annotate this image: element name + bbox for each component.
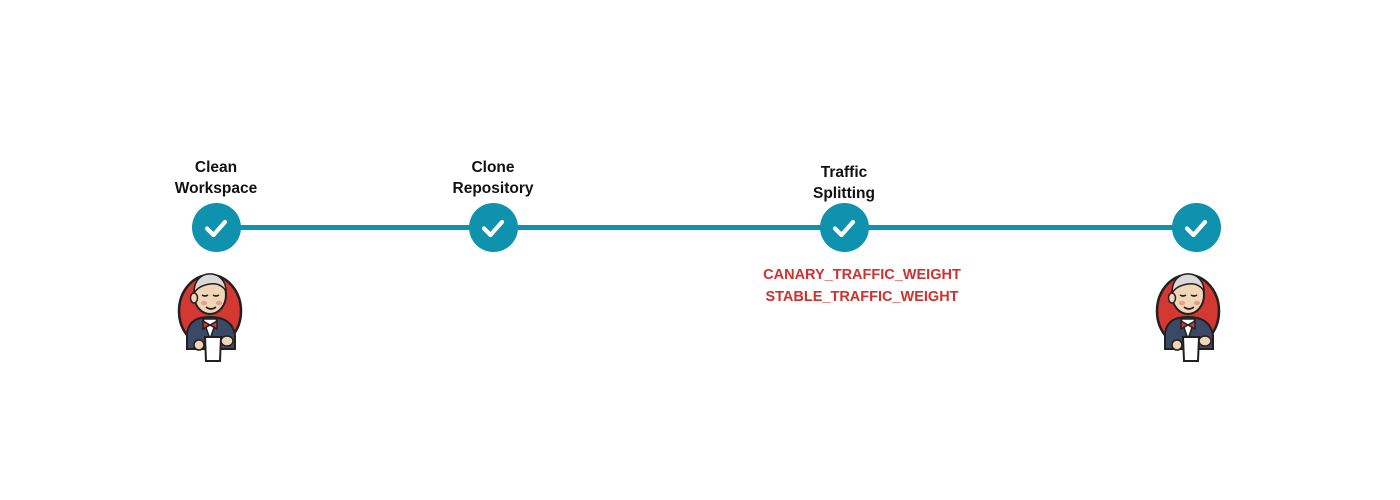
check-icon <box>204 219 228 237</box>
stage-node-clean-workspace[interactable] <box>191 203 241 252</box>
check-icon <box>481 219 505 237</box>
parameter-stable-weight: STABLE_TRAFFIC_WEIGHT <box>765 289 959 305</box>
stage-label-traffic-splitting: Traffic Splitting <box>813 164 875 202</box>
stage-node-final[interactable] <box>1171 203 1221 252</box>
traffic-parameters: CANARY_TRAFFIC_WEIGHT STABLE_TRAFFIC_WEI… <box>732 264 992 308</box>
parameter-canary-weight: CANARY_TRAFFIC_WEIGHT <box>763 267 961 283</box>
stage-label-clean-workspace: Clean Workspace <box>174 159 258 197</box>
stage-node-clone-repository[interactable] <box>468 203 518 252</box>
jenkins-butler-icon <box>1153 263 1227 367</box>
pipeline-connector-line <box>216 224 1196 230</box>
check-icon <box>1184 219 1208 237</box>
stage-node-traffic-splitting[interactable] <box>819 203 869 252</box>
check-icon <box>832 219 856 237</box>
stage-label-clone-repository: Clone Repository <box>452 159 534 197</box>
jenkins-butler-icon <box>175 263 249 367</box>
